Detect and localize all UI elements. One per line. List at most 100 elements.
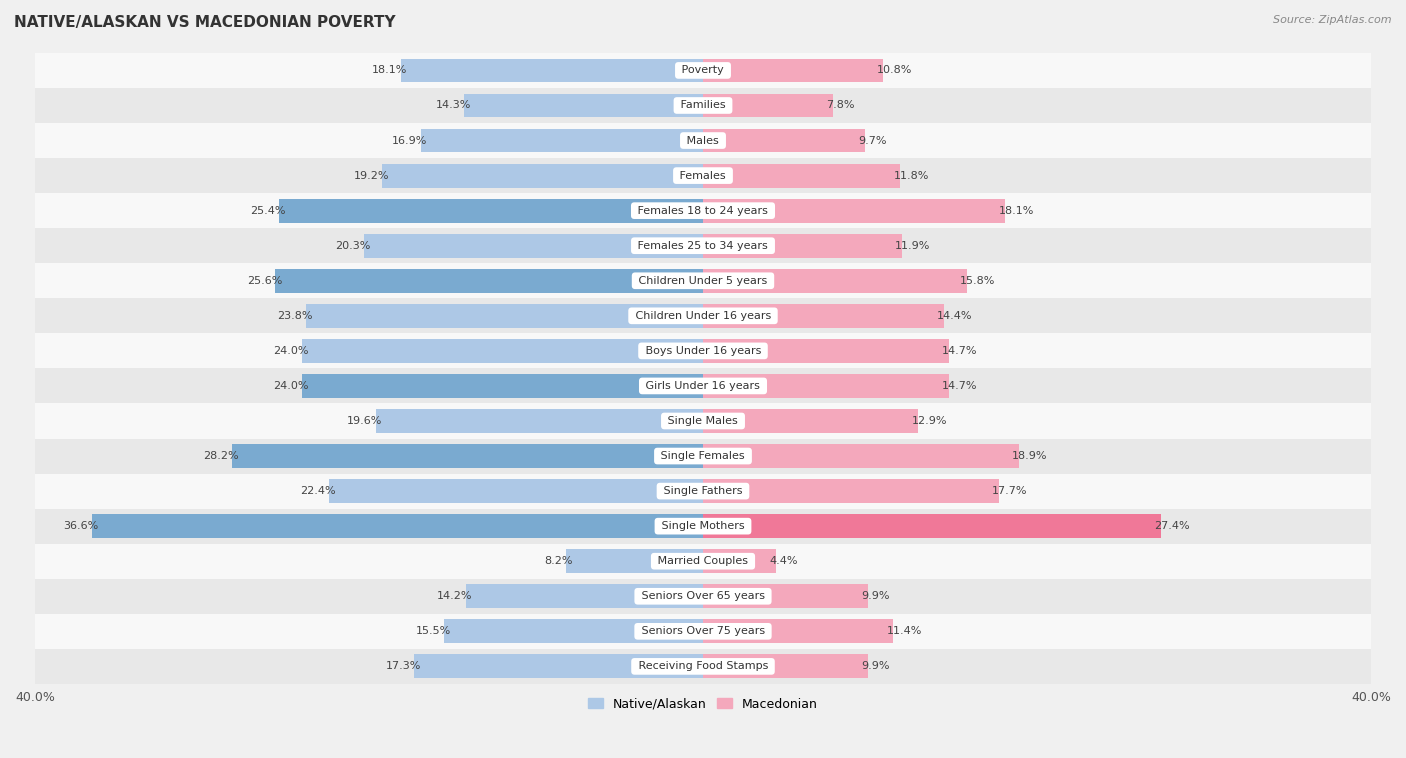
Text: 28.2%: 28.2% bbox=[202, 451, 239, 461]
Text: Single Fathers: Single Fathers bbox=[659, 486, 747, 496]
Bar bbox=[232, 444, 703, 468]
Text: 7.8%: 7.8% bbox=[827, 101, 855, 111]
Text: 14.3%: 14.3% bbox=[436, 101, 471, 111]
Text: 14.2%: 14.2% bbox=[437, 591, 472, 601]
Text: Boys Under 16 years: Boys Under 16 years bbox=[641, 346, 765, 356]
Bar bbox=[413, 654, 703, 678]
Text: 10.8%: 10.8% bbox=[877, 65, 912, 76]
Bar bbox=[91, 514, 703, 538]
Text: 14.7%: 14.7% bbox=[942, 381, 977, 391]
Text: 36.6%: 36.6% bbox=[63, 522, 98, 531]
Bar bbox=[703, 514, 1160, 538]
Text: 4.4%: 4.4% bbox=[770, 556, 799, 566]
Bar bbox=[305, 304, 703, 327]
Bar bbox=[703, 409, 918, 433]
Text: Females 18 to 24 years: Females 18 to 24 years bbox=[634, 205, 772, 216]
Bar bbox=[444, 619, 703, 644]
Text: 14.4%: 14.4% bbox=[936, 311, 973, 321]
Text: 9.9%: 9.9% bbox=[862, 662, 890, 672]
Text: 11.8%: 11.8% bbox=[893, 171, 929, 180]
Bar bbox=[465, 584, 703, 608]
Bar bbox=[703, 164, 900, 187]
Text: Families: Families bbox=[676, 101, 730, 111]
Text: Poverty: Poverty bbox=[678, 65, 728, 76]
Text: Single Males: Single Males bbox=[665, 416, 741, 426]
Text: Females: Females bbox=[676, 171, 730, 180]
Bar bbox=[703, 654, 869, 678]
Bar bbox=[464, 93, 703, 117]
Text: 24.0%: 24.0% bbox=[273, 346, 309, 356]
Bar bbox=[35, 228, 1371, 263]
Bar bbox=[35, 334, 1371, 368]
Bar bbox=[35, 158, 1371, 193]
Text: 20.3%: 20.3% bbox=[335, 241, 371, 251]
Bar bbox=[278, 199, 703, 223]
Text: 18.1%: 18.1% bbox=[373, 65, 408, 76]
Bar bbox=[375, 409, 703, 433]
Text: 18.9%: 18.9% bbox=[1012, 451, 1047, 461]
Text: 23.8%: 23.8% bbox=[277, 311, 312, 321]
Text: 9.9%: 9.9% bbox=[862, 591, 890, 601]
Text: 11.9%: 11.9% bbox=[896, 241, 931, 251]
Text: 14.7%: 14.7% bbox=[942, 346, 977, 356]
Bar bbox=[35, 614, 1371, 649]
Text: 9.7%: 9.7% bbox=[858, 136, 887, 146]
Text: Single Mothers: Single Mothers bbox=[658, 522, 748, 531]
Text: 8.2%: 8.2% bbox=[544, 556, 572, 566]
Bar bbox=[382, 164, 703, 187]
Bar bbox=[35, 123, 1371, 158]
Text: Children Under 5 years: Children Under 5 years bbox=[636, 276, 770, 286]
Bar bbox=[302, 339, 703, 363]
Bar bbox=[35, 509, 1371, 543]
Text: Children Under 16 years: Children Under 16 years bbox=[631, 311, 775, 321]
Bar bbox=[35, 263, 1371, 299]
Text: 15.5%: 15.5% bbox=[416, 626, 451, 636]
Bar bbox=[35, 88, 1371, 123]
Text: 18.1%: 18.1% bbox=[998, 205, 1033, 216]
Bar bbox=[567, 550, 703, 573]
Bar bbox=[35, 474, 1371, 509]
Bar bbox=[420, 129, 703, 152]
Text: 17.7%: 17.7% bbox=[993, 486, 1028, 496]
Bar bbox=[35, 579, 1371, 614]
Bar bbox=[276, 269, 703, 293]
Text: Females 25 to 34 years: Females 25 to 34 years bbox=[634, 241, 772, 251]
Bar bbox=[703, 233, 901, 258]
Bar bbox=[703, 444, 1019, 468]
Bar bbox=[364, 233, 703, 258]
Text: Receiving Food Stamps: Receiving Food Stamps bbox=[634, 662, 772, 672]
Bar bbox=[35, 649, 1371, 684]
Text: Males: Males bbox=[683, 136, 723, 146]
Text: Single Females: Single Females bbox=[658, 451, 748, 461]
Text: Source: ZipAtlas.com: Source: ZipAtlas.com bbox=[1274, 15, 1392, 25]
Bar bbox=[703, 479, 998, 503]
Text: 17.3%: 17.3% bbox=[385, 662, 420, 672]
Bar bbox=[35, 439, 1371, 474]
Bar bbox=[35, 193, 1371, 228]
Bar bbox=[35, 368, 1371, 403]
Text: 11.4%: 11.4% bbox=[887, 626, 922, 636]
Bar bbox=[703, 550, 776, 573]
Bar bbox=[703, 584, 869, 608]
Bar bbox=[703, 129, 865, 152]
Text: Girls Under 16 years: Girls Under 16 years bbox=[643, 381, 763, 391]
Bar bbox=[703, 619, 893, 644]
Text: 16.9%: 16.9% bbox=[392, 136, 427, 146]
Text: 25.6%: 25.6% bbox=[246, 276, 283, 286]
Text: 19.2%: 19.2% bbox=[353, 171, 389, 180]
Bar bbox=[703, 269, 967, 293]
Bar bbox=[35, 53, 1371, 88]
Bar bbox=[703, 58, 883, 83]
Text: NATIVE/ALASKAN VS MACEDONIAN POVERTY: NATIVE/ALASKAN VS MACEDONIAN POVERTY bbox=[14, 15, 395, 30]
Text: Seniors Over 75 years: Seniors Over 75 years bbox=[638, 626, 768, 636]
Bar bbox=[35, 299, 1371, 334]
Text: 12.9%: 12.9% bbox=[911, 416, 948, 426]
Bar bbox=[703, 374, 949, 398]
Text: 24.0%: 24.0% bbox=[273, 381, 309, 391]
Bar bbox=[401, 58, 703, 83]
Text: 22.4%: 22.4% bbox=[299, 486, 336, 496]
Bar bbox=[703, 199, 1005, 223]
Text: Seniors Over 65 years: Seniors Over 65 years bbox=[638, 591, 768, 601]
Bar bbox=[703, 339, 949, 363]
Text: 27.4%: 27.4% bbox=[1154, 522, 1189, 531]
